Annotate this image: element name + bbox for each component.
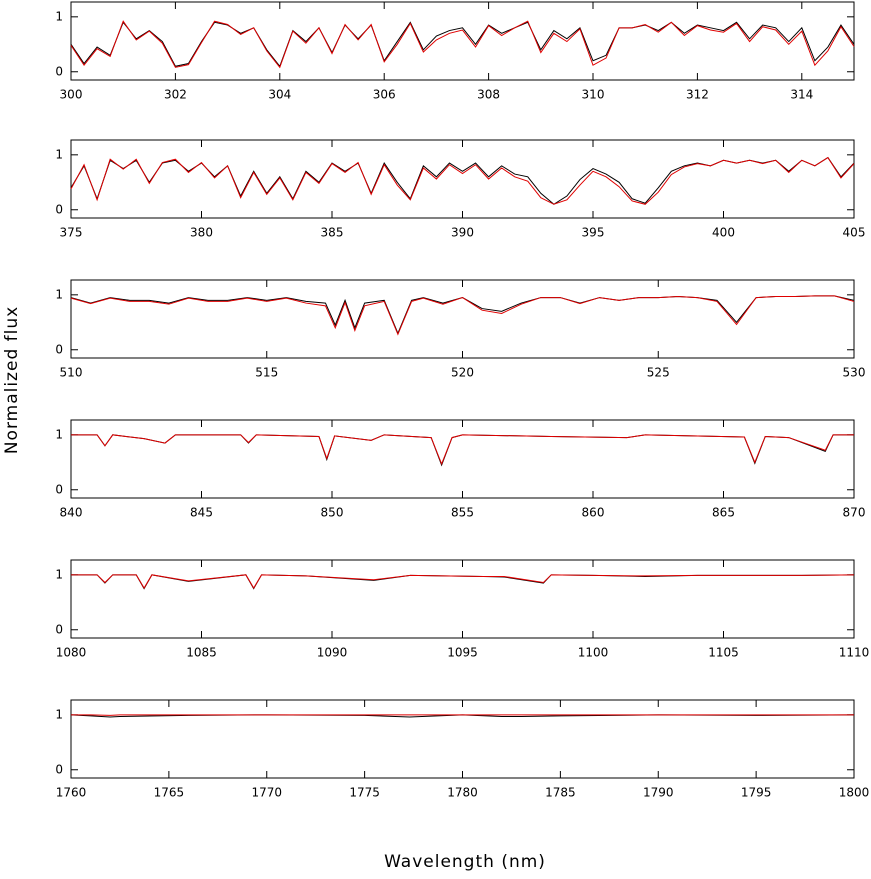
x-tick-label: 306 [373, 88, 396, 102]
spectrum-line [70, 156, 855, 205]
x-tick-label: 1085 [186, 646, 217, 660]
x-tick-label: 855 [451, 506, 474, 520]
spectrum-line [70, 20, 855, 69]
spectrum-line [71, 434, 854, 466]
y-tick-label: 1 [55, 427, 63, 441]
x-axis-label: Wavelength (nm) [384, 852, 546, 872]
x-tick-label: 390 [451, 226, 474, 240]
x-tick-label: 304 [268, 88, 291, 102]
x-tick-label: 1105 [708, 646, 739, 660]
x-tick-label: 1760 [56, 786, 87, 800]
x-tick-label: 1770 [251, 786, 282, 800]
x-tick-label: 860 [582, 506, 605, 520]
x-tick-label: 510 [60, 366, 83, 380]
plot-frame [70, 559, 855, 639]
x-tick-label: 302 [164, 88, 187, 102]
plot-frame [70, 1, 855, 81]
spectrum-line [71, 434, 854, 467]
y-tick-label: 1 [55, 707, 63, 721]
x-tick-label: 1780 [447, 786, 478, 800]
spectrum-line [71, 714, 854, 716]
x-tick-label: 1785 [545, 786, 576, 800]
y-tick-label: 1 [55, 147, 63, 161]
y-tick-label: 0 [55, 202, 63, 216]
y-tick-label: 0 [55, 342, 63, 356]
x-tick-label: 400 [712, 226, 735, 240]
y-tick-label: 1 [55, 287, 63, 301]
x-tick-label: 1800 [839, 786, 870, 800]
x-tick-label: 870 [843, 506, 866, 520]
plot-frame [70, 139, 855, 219]
spectrum-line [70, 156, 855, 205]
x-tick-label: 380 [190, 226, 213, 240]
x-tick-label: 865 [712, 506, 735, 520]
y-tick-label: 0 [55, 762, 63, 776]
x-tick-label: 310 [582, 88, 605, 102]
x-tick-label: 1100 [578, 646, 609, 660]
plot-frame [70, 419, 855, 499]
spectrum-line [70, 295, 855, 335]
x-tick-label: 308 [477, 88, 500, 102]
x-tick-label: 520 [451, 366, 474, 380]
spectrum-line [70, 21, 855, 68]
x-tick-label: 385 [321, 226, 344, 240]
y-tick-label: 0 [55, 482, 63, 496]
x-tick-label: 1765 [154, 786, 185, 800]
x-tick-label: 840 [60, 506, 83, 520]
plot-frame [70, 279, 855, 359]
y-tick-label: 1 [55, 9, 63, 23]
x-tick-label: 850 [321, 506, 344, 520]
x-tick-label: 1790 [643, 786, 674, 800]
x-tick-label: 525 [647, 366, 670, 380]
y-tick-label: 1 [55, 567, 63, 581]
x-tick-label: 1775 [349, 786, 380, 800]
x-tick-label: 515 [255, 366, 278, 380]
x-tick-label: 405 [843, 226, 866, 240]
x-tick-label: 1090 [317, 646, 348, 660]
x-tick-label: 312 [686, 88, 709, 102]
spectrum-line [70, 295, 855, 336]
x-tick-label: 314 [790, 88, 813, 102]
x-tick-label: 1095 [447, 646, 478, 660]
plot-frame [70, 699, 855, 779]
spectrum-line [71, 574, 855, 589]
x-tick-label: 1110 [839, 646, 870, 660]
y-axis-label: Normalized flux [2, 306, 22, 454]
x-tick-label: 1795 [741, 786, 772, 800]
x-tick-label: 1080 [56, 646, 87, 660]
x-tick-label: 300 [60, 88, 83, 102]
y-tick-label: 0 [55, 64, 63, 78]
x-tick-label: 395 [582, 226, 605, 240]
spectrum-line [71, 574, 855, 590]
x-tick-label: 530 [843, 366, 866, 380]
x-tick-label: 375 [60, 226, 83, 240]
y-tick-label: 0 [55, 622, 63, 636]
x-tick-label: 845 [190, 506, 213, 520]
